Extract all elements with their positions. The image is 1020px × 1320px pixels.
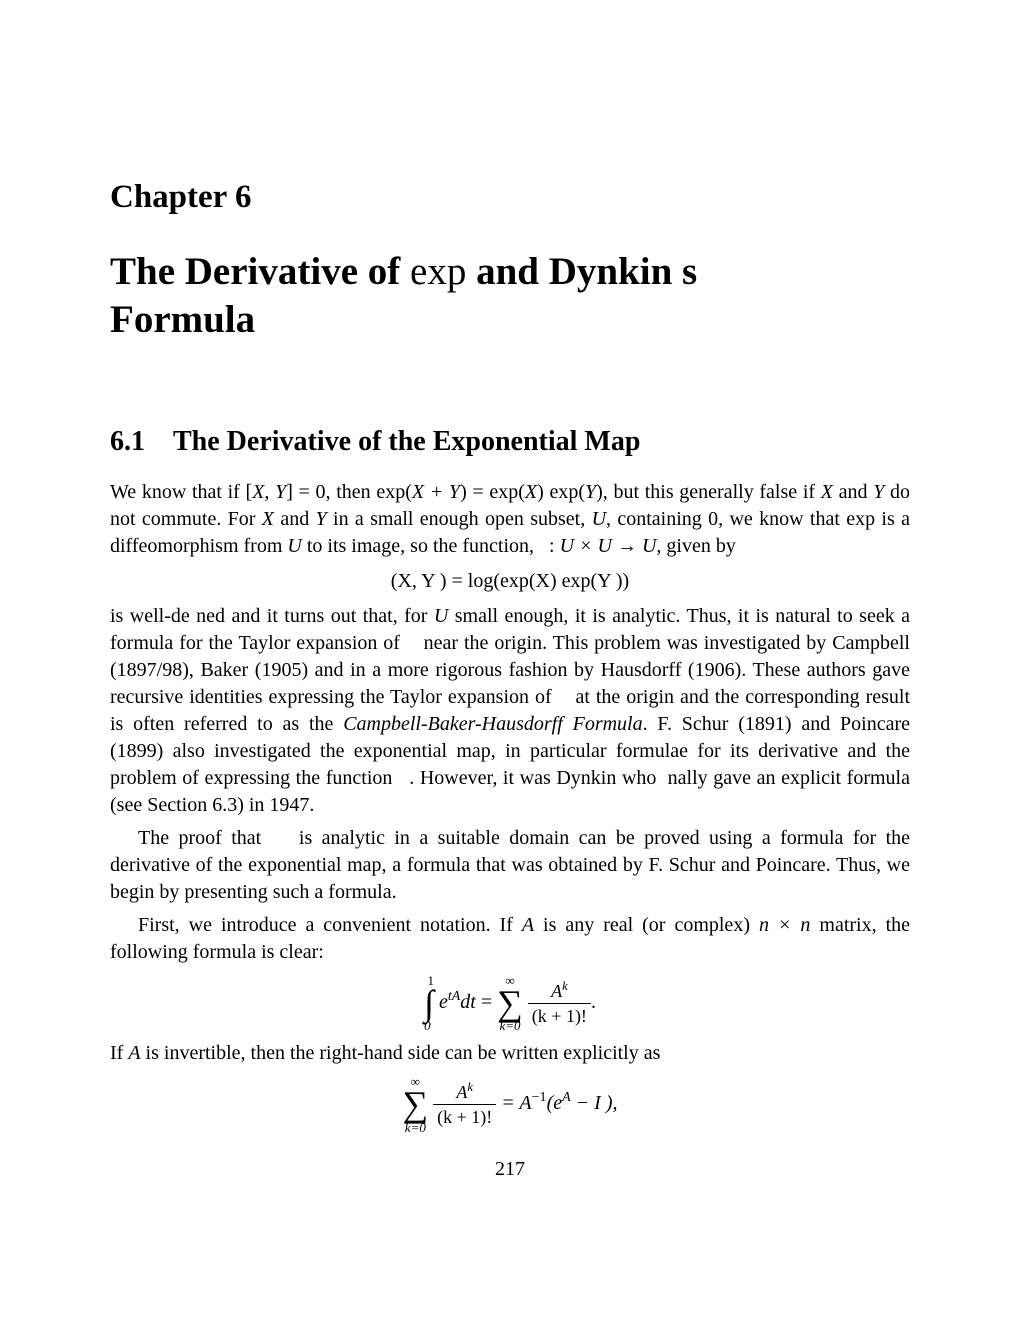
paragraph-4: First, we introduce a convenient notatio… <box>110 912 910 966</box>
p1-text-b: ] = 0, then exp( <box>286 481 412 503</box>
fraction-2: Ak (k + 1)! <box>433 1079 496 1130</box>
integrand-e: e <box>439 991 448 1013</box>
frac-num-1: Ak <box>528 978 591 1004</box>
math-a1: A <box>522 914 534 936</box>
eq2-minus1: −1 <box>532 1090 547 1105</box>
eq2-minusi: − I ), <box>571 1092 618 1114</box>
p3-text: The proof that is analytic in a suitable… <box>110 827 910 903</box>
chapter-title-exp: exp <box>410 250 466 293</box>
p4-text-b: is any real (or complex) <box>534 914 759 936</box>
paragraph-1: We know that if [X, Y] = 0, then exp(X +… <box>110 479 910 560</box>
math-u2: U <box>287 535 301 557</box>
sum-symbol-2: ∑ <box>402 1088 428 1120</box>
math-y2: Y <box>873 481 884 503</box>
sum-op-1: ∞ ∑ k=0 <box>497 974 523 1032</box>
frac-den-1: (k + 1)! <box>528 1004 591 1028</box>
math-y3: Y <box>316 508 327 530</box>
math-x2: X <box>821 481 833 503</box>
paragraph-5: If A is invertible, then the right-hand … <box>110 1040 910 1067</box>
eq2-ea: (e <box>547 1092 563 1114</box>
paragraph-2: is well-de ned and it turns out that, fo… <box>110 603 910 819</box>
chapter-title-part1b: and Dynkin s <box>466 250 697 293</box>
eq2-ainv: = A <box>501 1092 531 1114</box>
chapter-label: Chapter 6 <box>110 175 910 220</box>
frac-num-a2: A <box>456 1082 467 1102</box>
math-a2: A <box>128 1042 140 1064</box>
eq2-asup: A <box>562 1090 571 1105</box>
math-xy: X, Y <box>252 481 286 503</box>
p1-text-f: and <box>833 481 873 503</box>
p1-text-a: We know that if [ <box>110 481 252 503</box>
integrand-exp: tA <box>448 989 460 1004</box>
sum-lower-1: k=0 <box>497 1019 523 1032</box>
p2-text-c: Campbell-Baker-Hausdorff Formula <box>343 713 642 735</box>
page-number: 217 <box>110 1156 910 1183</box>
sum-lower-2: k=0 <box>402 1121 428 1134</box>
math-x3: X <box>262 508 274 530</box>
frac-num-a: A <box>551 981 562 1001</box>
sum-op-2: ∞ ∑ k=0 <box>402 1075 428 1133</box>
paragraph-3: The proof that is analytic in a suitable… <box>110 825 910 906</box>
sum-symbol-1: ∑ <box>497 987 523 1019</box>
p1-text-d: ) exp( <box>537 481 585 503</box>
p5-text-b: is invertible, then the right-hand side … <box>141 1042 661 1064</box>
p1-text-e: ), but this generally false if <box>596 481 821 503</box>
frac-num-2: Ak <box>433 1079 496 1105</box>
p2-text-a: is well-de ned and it turns out that, fo… <box>110 605 434 627</box>
math-xplusy: X + Y <box>412 481 460 503</box>
fraction-1: Ak (k + 1)! <box>528 978 591 1029</box>
p1-text-l: , given by <box>656 535 735 557</box>
section-title-text: The Derivative of the Exponential Map <box>173 426 640 457</box>
section-number: 6.1 <box>110 423 145 461</box>
p1-text-h: and <box>274 508 316 530</box>
frac-num-k: k <box>562 979 568 993</box>
period-1: . <box>591 991 596 1013</box>
math-y1: Y <box>585 481 596 503</box>
equals-1: = <box>481 991 497 1013</box>
math-u1: U <box>592 508 606 530</box>
equation-integral: 1 ∫ 0 etAdt = ∞ ∑ k=0 Ak (k + 1)! . <box>110 974 910 1032</box>
p1-text-c: ) = exp( <box>460 481 525 503</box>
frac-num-k2: k <box>467 1080 473 1094</box>
p4-text-a: First, we introduce a convenient notatio… <box>138 914 522 936</box>
chapter-title-part1: The Derivative of <box>110 250 410 293</box>
math-uxu: U × U → U <box>560 535 657 557</box>
p1-text-k: to its image, so the function, : <box>302 535 560 557</box>
p1-text-i: in a small enough open subset, <box>327 508 592 530</box>
integral-symbol: ∫ <box>424 987 434 1019</box>
p5-text-a: If <box>110 1042 128 1064</box>
integral-op: 1 ∫ 0 <box>424 974 434 1032</box>
section-title: 6.1 The Derivative of the Exponential Map <box>110 423 910 461</box>
math-u3: U <box>434 605 448 627</box>
math-x1: X <box>525 481 537 503</box>
frac-den-2: (k + 1)! <box>433 1105 496 1129</box>
mu-equation-text: (X, Y ) = log(exp(X) exp(Y )) <box>391 570 629 592</box>
equation-sum2: ∞ ∑ k=0 Ak (k + 1)! = A−1(eA − I ), <box>110 1075 910 1133</box>
equation-mu: (X, Y ) = log(exp(X) exp(Y )) <box>110 568 910 595</box>
chapter-title: The Derivative of exp and Dynkin s Formu… <box>110 248 910 346</box>
integrand-dt: dt <box>460 991 476 1013</box>
math-nxn: n × n <box>759 914 810 936</box>
chapter-title-part2: Formula <box>110 298 255 341</box>
